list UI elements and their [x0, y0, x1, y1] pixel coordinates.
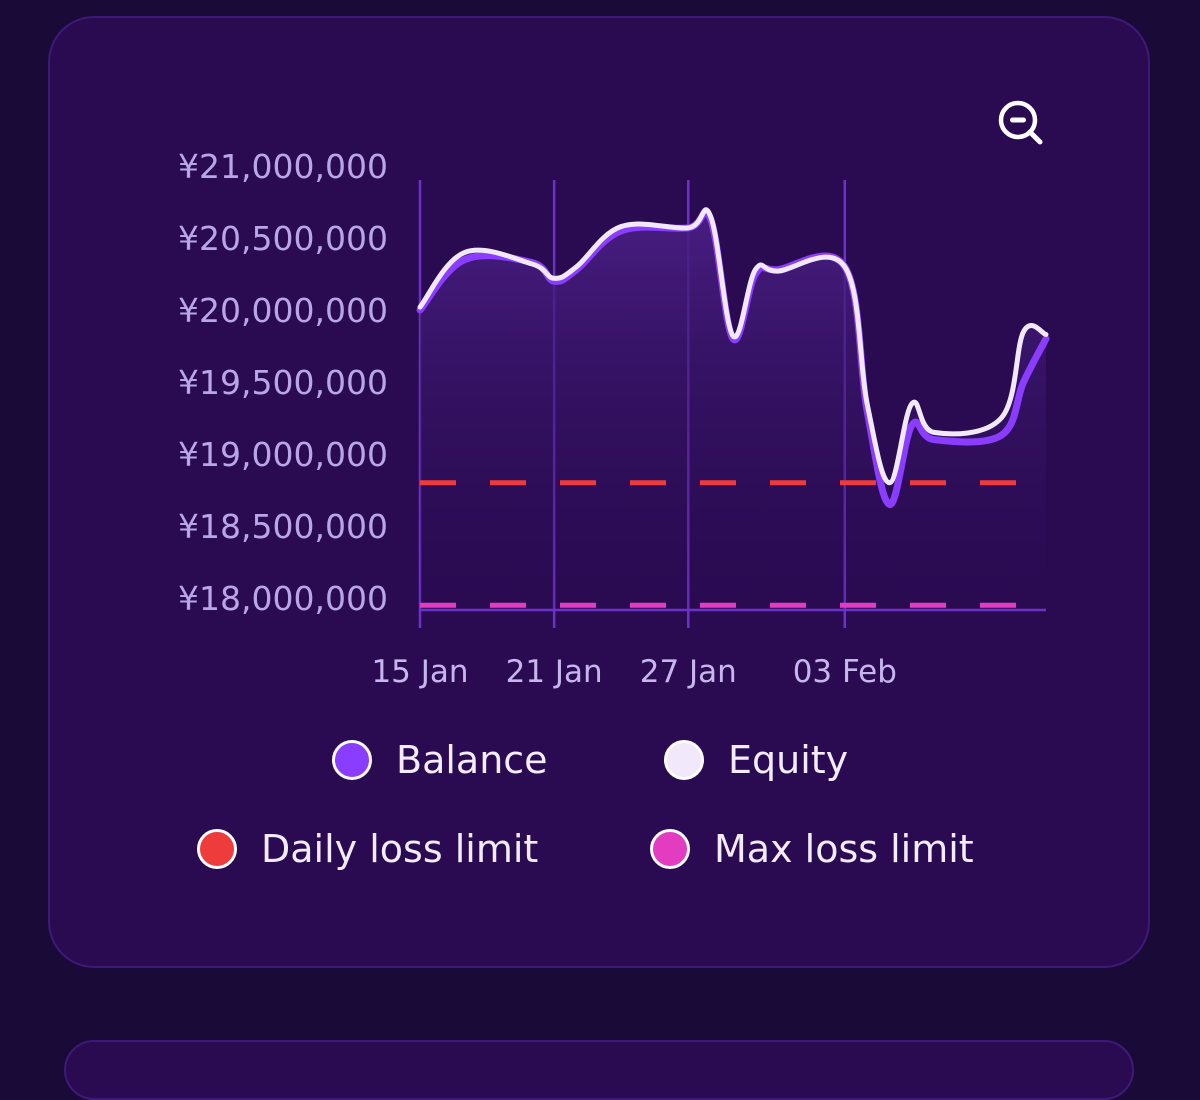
y-tick-label: ¥20,500,000: [178, 219, 388, 258]
legend-item-balance[interactable]: Balance: [332, 738, 548, 782]
balance-swatch: [332, 740, 372, 780]
x-axis-ticks: 15 Jan 21 Jan 27 Jan 03 Feb: [371, 654, 896, 690]
x-tick-label: 15 Jan: [371, 654, 468, 690]
zoom-out-button[interactable]: [990, 92, 1050, 152]
y-tick-label: ¥18,500,000: [178, 507, 388, 546]
y-tick-label: ¥19,500,000: [178, 363, 388, 402]
legend-item-max-loss-limit[interactable]: Max loss limit: [650, 827, 974, 871]
legend-label-balance: Balance: [396, 738, 548, 782]
x-tick-label: 03 Feb: [793, 654, 897, 690]
y-tick-label: ¥19,000,000: [178, 435, 388, 474]
legend-item-daily-loss-limit[interactable]: Daily loss limit: [197, 827, 538, 871]
y-tick-label: ¥18,000,000: [178, 579, 388, 618]
y-tick-label: ¥20,000,000: [178, 291, 388, 330]
x-tick-label: 21 Jan: [506, 654, 603, 690]
equity-chart: ¥21,000,000 ¥20,500,000 ¥20,000,000 ¥19,500…: [178, 147, 1050, 690]
equity-series-line: [417, 207, 1049, 486]
legend-item-equity[interactable]: Equity: [664, 738, 848, 782]
legend-label-max-loss-limit: Max loss limit: [714, 827, 974, 871]
legend-label-equity: Equity: [728, 738, 849, 782]
y-tick-label: ¥21,000,000: [178, 147, 388, 186]
x-tick-label: 27 Jan: [640, 654, 737, 690]
legend-label-daily-loss-limit: Daily loss limit: [261, 827, 539, 871]
equity-swatch: [664, 740, 704, 780]
y-axis-ticks: ¥21,000,000 ¥20,500,000 ¥20,000,000 ¥19,500…: [178, 147, 388, 618]
zoom-out-icon: [998, 100, 1043, 145]
equity-area-fill: [420, 209, 1046, 611]
max-loss-limit-swatch: [650, 829, 690, 869]
daily-loss-limit-swatch: [197, 829, 237, 869]
